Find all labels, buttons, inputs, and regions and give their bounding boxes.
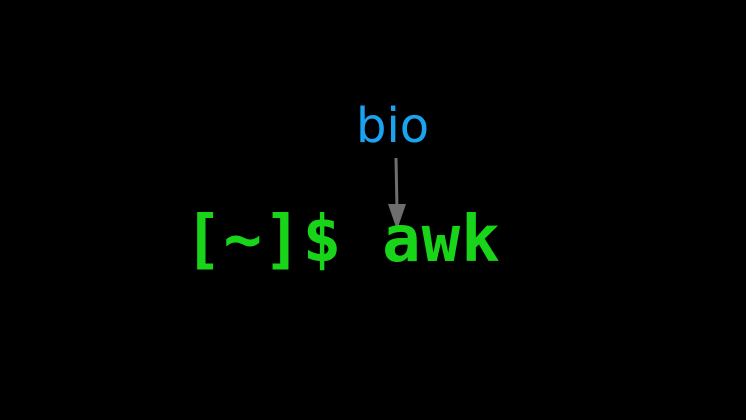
down-arrow-icon [388,157,406,230]
command-text: awk [382,203,501,277]
shell-prompt: [~]$ [184,203,343,277]
annotation-label: bio [356,98,430,154]
command-line[interactable]: [~]$ awk [184,200,501,280]
